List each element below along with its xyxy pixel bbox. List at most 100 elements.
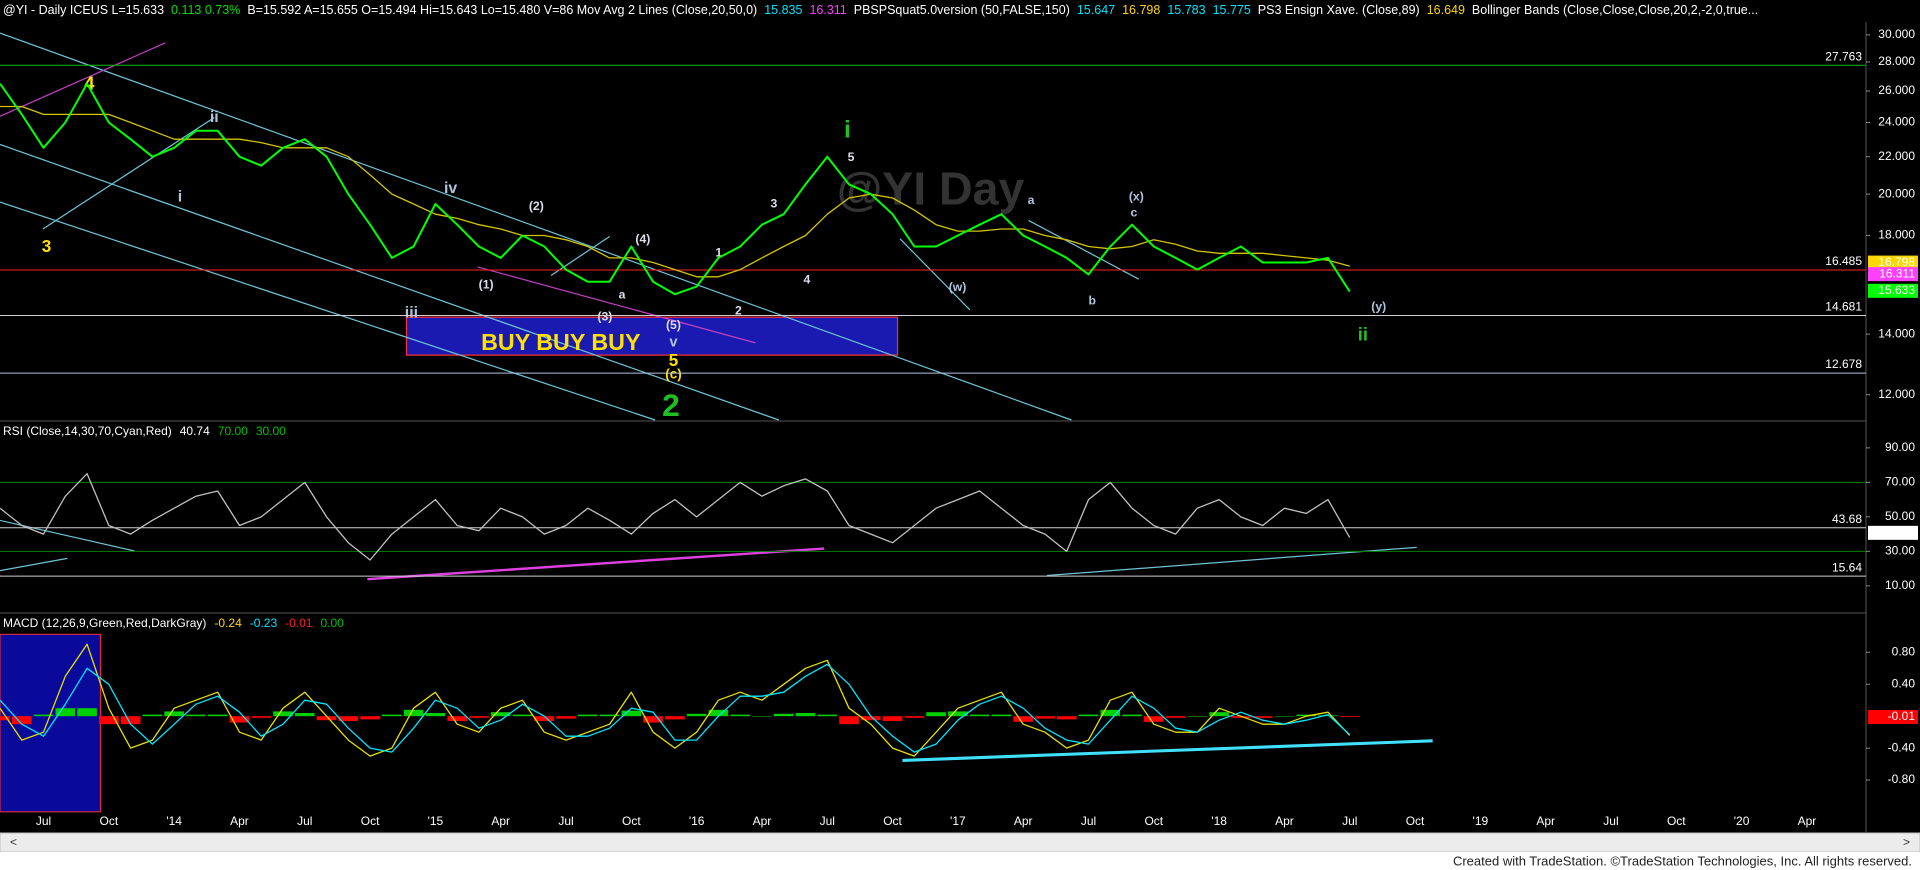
wave-label: a bbox=[619, 287, 626, 301]
wave-label: i bbox=[178, 188, 182, 205]
value-box-label: 16.798 bbox=[1878, 255, 1915, 269]
x-tick-label: '19 bbox=[1473, 814, 1489, 828]
x-tick-label: Apr bbox=[491, 814, 510, 828]
wave-label: iv bbox=[444, 180, 457, 197]
scroll-left[interactable]: < bbox=[10, 835, 17, 849]
wave-label: b bbox=[1089, 293, 1096, 307]
histogram-bar bbox=[251, 716, 272, 718]
level-label: 14.681 bbox=[1825, 300, 1862, 314]
histogram-bar bbox=[1013, 716, 1033, 722]
y-tick-label: 18.000 bbox=[1878, 228, 1915, 242]
header-part: 15.835 bbox=[764, 3, 802, 17]
wave-label: (x) bbox=[1129, 189, 1144, 203]
histogram-bar bbox=[599, 714, 620, 717]
x-tick-label: Apr bbox=[1798, 814, 1817, 828]
histogram-bar bbox=[1274, 716, 1295, 717]
histogram-bar bbox=[186, 714, 206, 717]
trendline bbox=[1046, 546, 1417, 577]
value-box-label: 40.74 bbox=[1885, 525, 1915, 539]
panel: 12.000 14.000 18.000 20.000 22.000 24.000 26.0… bbox=[0, 27, 1918, 401]
buy-zone bbox=[405, 316, 899, 356]
y-tick-label: -0.40 bbox=[1888, 740, 1916, 754]
y-tick-label: 30.00 bbox=[1885, 544, 1915, 558]
x-tick-label: Oct bbox=[1406, 814, 1425, 828]
wave-label: (y) bbox=[1371, 300, 1386, 314]
buy-label: BUY BUY BUY bbox=[481, 329, 641, 355]
histogram-bar bbox=[316, 716, 337, 721]
wave-label: (1) bbox=[479, 278, 494, 292]
histogram-bar bbox=[403, 709, 424, 717]
wave-label: 5 bbox=[848, 150, 855, 164]
footer: Created with TradeStation. ©TradeStation… bbox=[1453, 853, 1912, 868]
header-part: B=15.592 A=15.655 O=15.494 Hi=15.643 Lo=… bbox=[247, 3, 757, 17]
x-tick-label: '20 bbox=[1734, 814, 1750, 828]
wave-label: (3) bbox=[597, 309, 612, 323]
value-box bbox=[1868, 255, 1918, 270]
histogram-bar bbox=[99, 716, 119, 725]
trendline bbox=[42, 117, 215, 230]
panel: 10.00 30.00 50.00 70.00 90.00 43.68 15.64 40.74… bbox=[0, 424, 1918, 592]
wave-label: 2 bbox=[662, 387, 680, 423]
histogram-bar bbox=[752, 716, 772, 717]
wave-labels: 4 3 ii i iv iii (1) (2) (3) (4) (5) a v … bbox=[42, 72, 1386, 423]
x-tick-label: '18 bbox=[1211, 814, 1227, 828]
wave-label: 2 bbox=[735, 303, 742, 317]
header-part: Bollinger Bands (Close,Close,Close,20,2,… bbox=[1472, 3, 1758, 17]
panel-title: RSI (Close,14,30,70,Cyan,Red) 40.74 70.00 3… bbox=[3, 424, 286, 438]
wave-label: (2) bbox=[529, 199, 544, 213]
trendline bbox=[1028, 219, 1140, 280]
x-tick-label: '14 bbox=[166, 814, 182, 828]
trendline bbox=[550, 235, 611, 277]
x-tick-label: Oct bbox=[1667, 814, 1686, 828]
x-tick-label: Oct bbox=[1144, 814, 1163, 828]
header-part: 16.311 bbox=[809, 3, 846, 17]
panel-title-part: -0.23 bbox=[250, 616, 278, 630]
trendline bbox=[0, 32, 1072, 421]
x-tick-label: '15 bbox=[428, 814, 444, 828]
trendline bbox=[0, 201, 656, 421]
x-tick-label: '17 bbox=[950, 814, 966, 828]
histogram-bar bbox=[273, 711, 293, 717]
scrollbar[interactable] bbox=[0, 832, 1920, 853]
trendline bbox=[0, 42, 166, 117]
y-tick-label: -0.80 bbox=[1888, 772, 1916, 786]
histogram-bar bbox=[904, 716, 925, 718]
x-tick-label: Jul bbox=[558, 814, 573, 828]
header-part: 15.647 bbox=[1077, 3, 1115, 17]
scroll-right[interactable]: > bbox=[1903, 835, 1910, 849]
y-tick-label: 0.40 bbox=[1892, 676, 1916, 690]
wave-label: i bbox=[844, 116, 851, 143]
histogram-bar bbox=[817, 714, 838, 717]
x-tick-label: Jul bbox=[297, 814, 312, 828]
y-tick-label: 24.000 bbox=[1878, 115, 1915, 129]
histogram-bar bbox=[490, 712, 511, 717]
histogram-bar bbox=[1252, 716, 1273, 718]
histogram-bar bbox=[969, 714, 990, 717]
y-tick-label: 50.00 bbox=[1885, 509, 1915, 523]
value-box bbox=[1868, 267, 1918, 282]
x-tick-label: Jul bbox=[1081, 814, 1096, 828]
value-box bbox=[1868, 709, 1918, 724]
x-tick-label: Jul bbox=[1342, 814, 1357, 828]
histogram-bar bbox=[1318, 715, 1338, 717]
trendline bbox=[0, 143, 779, 421]
histogram-bar bbox=[382, 714, 402, 717]
histogram-bar bbox=[120, 716, 141, 725]
level-label: 27.763 bbox=[1825, 49, 1862, 63]
header-part: 0.113 0.73% bbox=[171, 3, 240, 17]
y-tick-label: 28.000 bbox=[1878, 54, 1915, 68]
x-tick-label: Apr bbox=[1275, 814, 1294, 828]
header: @YI - Daily ICEUS L=15.633 0.113 0.73% B=1… bbox=[3, 3, 1758, 17]
y-tick-label: 0.80 bbox=[1892, 644, 1916, 658]
histogram-bar bbox=[77, 708, 97, 717]
histogram-bar bbox=[556, 716, 576, 719]
wave-label: 4 bbox=[84, 72, 95, 93]
panel-title-part: -0.01 bbox=[285, 616, 313, 630]
series-line bbox=[0, 473, 1351, 561]
histogram-bar bbox=[360, 716, 380, 720]
histogram-bar bbox=[1035, 716, 1055, 719]
panel-title: MACD (12,26,9,Green,Red,DarkGray) -0.24 -0… bbox=[3, 616, 344, 630]
wave-label: (c) bbox=[665, 366, 681, 381]
y-tick-label: 70.00 bbox=[1885, 475, 1915, 489]
